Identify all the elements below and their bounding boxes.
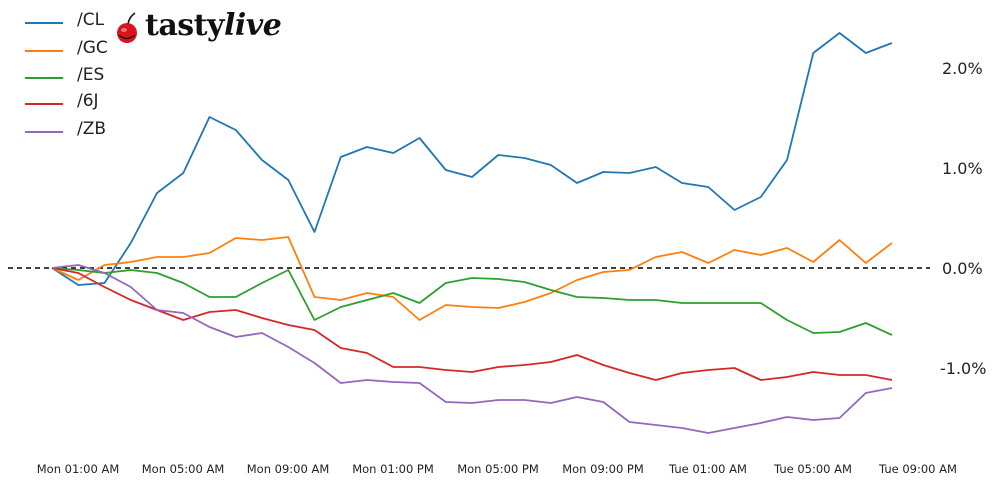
y-tick-label: 0.0% xyxy=(942,259,983,278)
legend-swatch xyxy=(25,77,63,79)
legend-item-cl: /CL xyxy=(25,10,135,36)
legend-label: /CL xyxy=(77,10,105,30)
x-tick-label: Mon 05:00 AM xyxy=(142,462,225,476)
series-layer xyxy=(51,32,893,434)
legend-swatch xyxy=(25,103,63,105)
legend-swatch xyxy=(25,131,63,133)
logo-wordmark: tastylive xyxy=(145,8,282,43)
x-axis-ticks: Mon 01:00 AM Mon 05:00 AM Mon 09:00 AM Mon … xyxy=(37,462,957,476)
legend-item-es: /ES xyxy=(25,65,135,91)
x-tick-label: Tue 01:00 AM xyxy=(668,462,747,476)
series-line-es xyxy=(51,267,893,336)
x-tick-label: Tue 09:00 AM xyxy=(878,462,957,476)
x-tick-label: Mon 05:00 PM xyxy=(457,462,539,476)
legend-item-zb: /ZB xyxy=(25,119,135,145)
legend-label: /ES xyxy=(77,65,105,85)
legend-swatch xyxy=(25,50,63,52)
y-axis-ticks: 2.0% 1.0% 0.0% -1.0% xyxy=(940,59,986,378)
x-tick-label: Mon 01:00 PM xyxy=(352,462,434,476)
legend-label: /6J xyxy=(77,91,99,111)
y-tick-label: 2.0% xyxy=(942,59,983,78)
legend-swatch xyxy=(25,22,63,24)
cherry-icon xyxy=(117,12,137,43)
series-line-zb xyxy=(51,264,893,434)
legend-item-6j: /6J xyxy=(25,91,135,117)
x-tick-label: Mon 09:00 AM xyxy=(247,462,330,476)
x-tick-label: Mon 09:00 PM xyxy=(562,462,644,476)
series-line-6j xyxy=(51,267,893,381)
series-line-gc xyxy=(51,236,893,321)
x-tick-label: Tue 05:00 AM xyxy=(773,462,852,476)
x-tick-label: Mon 01:00 AM xyxy=(37,462,120,476)
legend-label: /ZB xyxy=(77,119,107,139)
legend-item-gc: /GC xyxy=(25,38,135,64)
series-line-cl xyxy=(51,32,893,286)
y-tick-label: -1.0% xyxy=(940,359,986,378)
y-tick-label: 1.0% xyxy=(942,159,983,178)
legend-label: /GC xyxy=(77,38,108,58)
